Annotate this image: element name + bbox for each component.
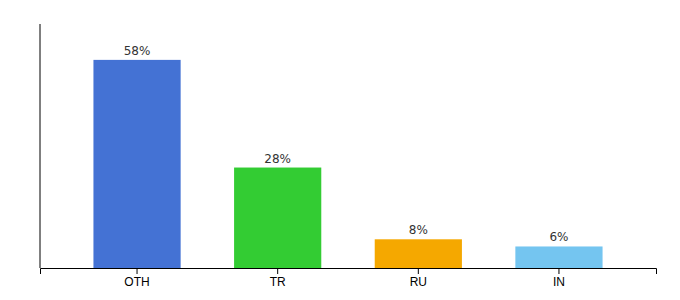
x-tick-label: TR bbox=[270, 275, 286, 289]
y-axis bbox=[40, 24, 41, 268]
bar bbox=[515, 246, 602, 268]
data-label: 6% bbox=[549, 230, 568, 244]
x-tick-label: OTH bbox=[124, 275, 149, 289]
x-tick-label: IN bbox=[553, 275, 565, 289]
x-tick: RU bbox=[410, 268, 427, 289]
bar bbox=[93, 60, 180, 268]
bar bbox=[234, 168, 321, 268]
plot: 58% 28% 8% 6% OTH TR RU IN bbox=[40, 24, 657, 289]
x-tick-mark bbox=[418, 268, 419, 274]
data-label: 28% bbox=[264, 152, 291, 166]
x-tick-mark bbox=[137, 268, 138, 274]
data-label: 8% bbox=[409, 223, 428, 237]
x-axis-line bbox=[41, 269, 657, 275]
bar bbox=[375, 239, 462, 268]
x-axis: OTH TR RU IN bbox=[41, 268, 657, 289]
y-axis-line bbox=[40, 24, 41, 268]
x-tick: IN bbox=[553, 268, 565, 289]
x-tick-label: RU bbox=[410, 275, 427, 289]
x-tick-mark bbox=[277, 268, 278, 274]
chart: 58% 28% 8% 6% OTH TR RU IN bbox=[0, 0, 680, 300]
data-label: 58% bbox=[124, 44, 151, 58]
x-tick-mark bbox=[558, 268, 559, 274]
x-tick: TR bbox=[270, 268, 286, 289]
x-tick: OTH bbox=[124, 268, 149, 289]
bars bbox=[93, 60, 602, 268]
data-labels: 58% 28% 8% 6% bbox=[124, 44, 569, 245]
